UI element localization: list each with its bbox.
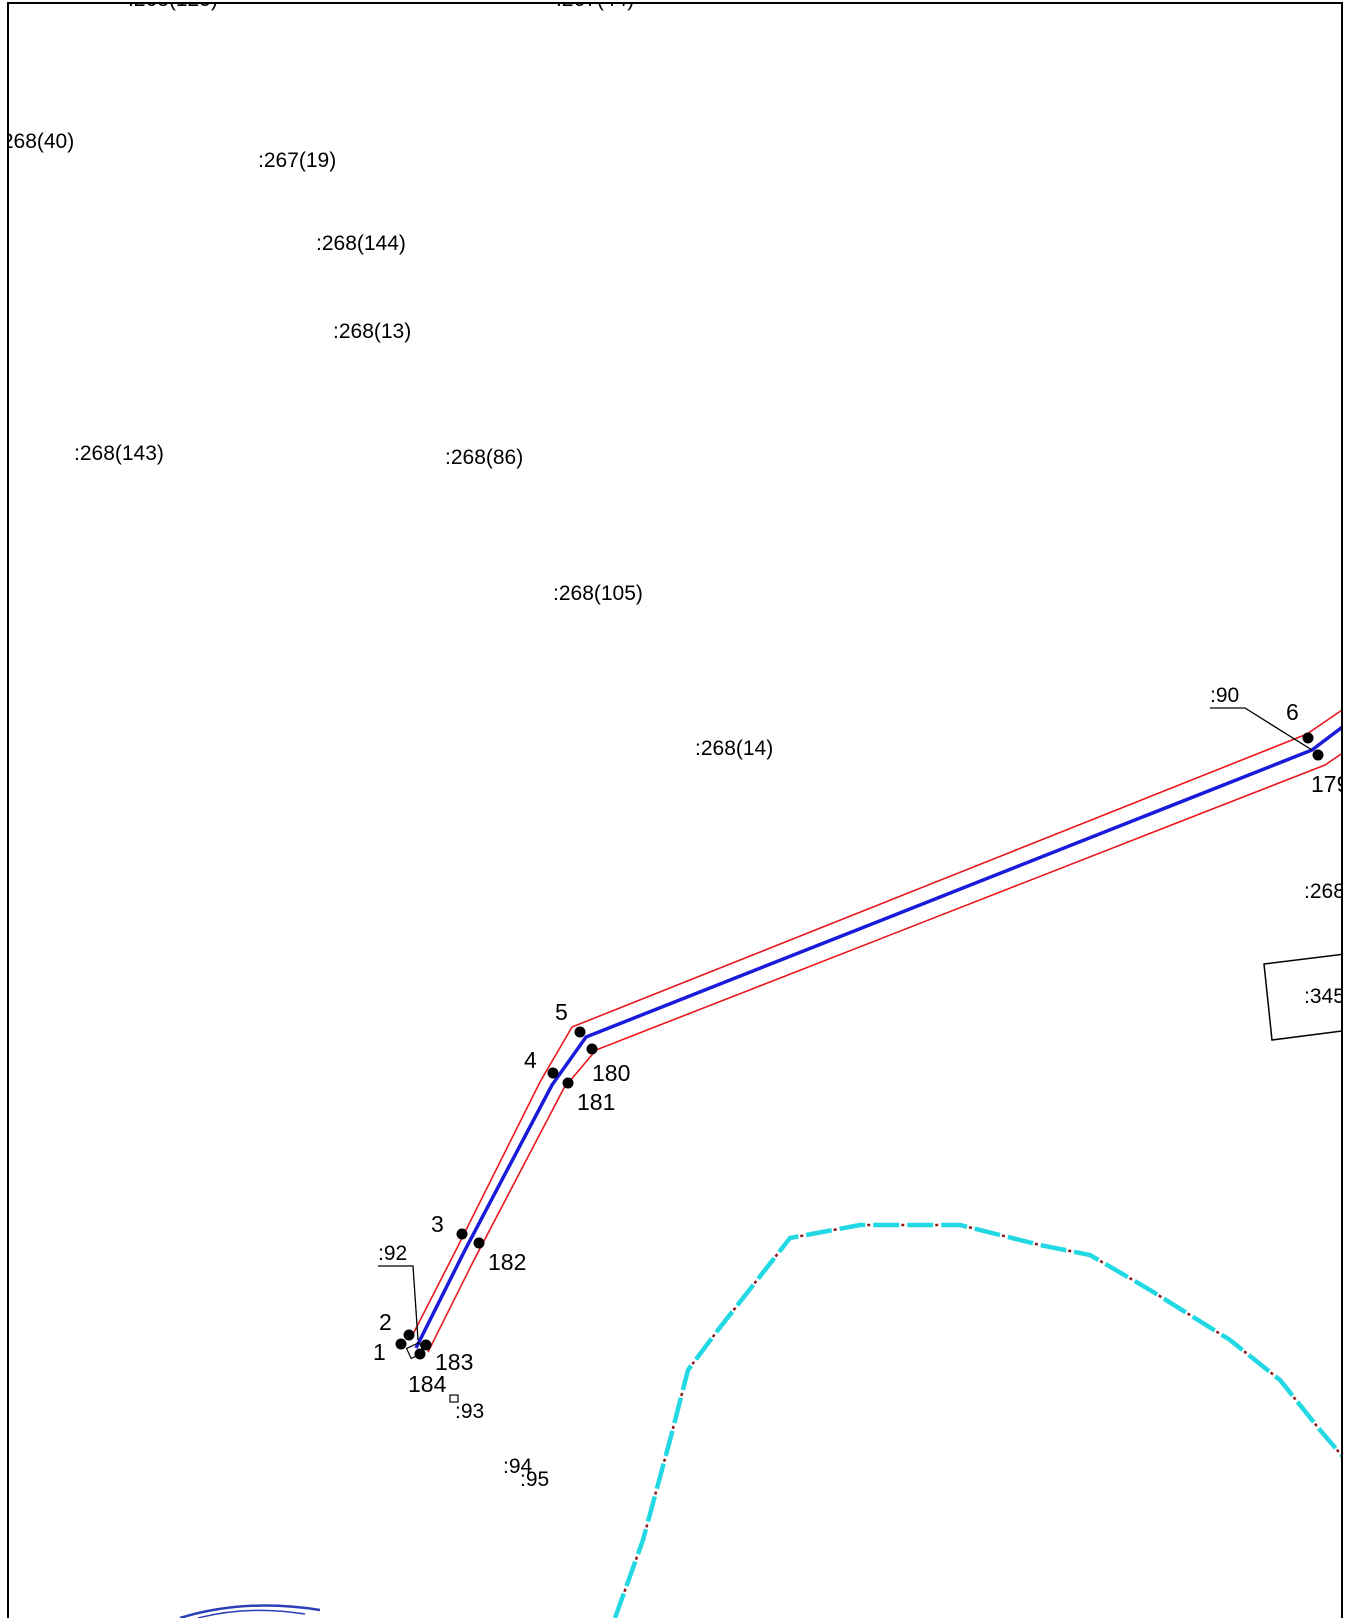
parcel-label: :268(40)	[0, 130, 74, 153]
parcel-label: :90	[1210, 684, 1239, 707]
parcel-label: :268(144)	[316, 232, 406, 255]
point-1[interactable]	[395, 1338, 407, 1350]
parcel-label: :268(143)	[74, 442, 164, 465]
point-184[interactable]	[414, 1348, 426, 1360]
point-label: 6	[1286, 699, 1299, 725]
point-2[interactable]	[403, 1329, 415, 1341]
point-label: 181	[577, 1089, 615, 1115]
point-label: 180	[592, 1060, 630, 1086]
parcel-label: :268(13)	[333, 320, 411, 343]
point-3[interactable]	[456, 1228, 468, 1240]
point-label: 184	[408, 1371, 447, 1397]
point-label: 4	[524, 1047, 537, 1073]
parcel-label: :267(19)	[258, 149, 336, 172]
point-5[interactable]	[574, 1026, 586, 1038]
point-182[interactable]	[473, 1237, 485, 1249]
boundary-line	[612, 1222, 1342, 1618]
point-183[interactable]	[420, 1339, 432, 1351]
map-frame	[7, 2, 1343, 1618]
parcel-label: :92	[378, 1242, 407, 1265]
stamp-seal	[179, 1604, 321, 1618]
point-label: 1	[373, 1339, 386, 1365]
parcel-label: :268(125)	[128, 0, 218, 11]
buffer-line-left	[409, 709, 1342, 1341]
boundary-line-marks	[613, 1223, 1342, 1618]
leader-line-92	[378, 1265, 419, 1341]
point-label: 183	[435, 1349, 473, 1375]
point-label: 5	[555, 999, 568, 1025]
parcel-label: :268(14)	[695, 737, 773, 760]
point-label: 3	[431, 1211, 444, 1237]
buffer-line-right	[427, 752, 1342, 1353]
point-181[interactable]	[562, 1077, 574, 1089]
building-outline	[1263, 953, 1342, 1041]
parcel-label: :93	[455, 1400, 484, 1423]
pipeline-axis	[414, 725, 1342, 1349]
point-label: 2	[379, 1309, 392, 1335]
parcel-label: :268(105)	[553, 582, 643, 605]
leader-line-90	[1210, 707, 1313, 751]
parcel-label: :345	[1304, 985, 1345, 1008]
parcel-label: :95	[520, 1468, 549, 1491]
parcel-label: :267(44)	[556, 0, 634, 11]
point-label: 179	[1311, 771, 1349, 797]
point-180[interactable]	[586, 1043, 598, 1055]
parcel-label: :94	[503, 1455, 533, 1478]
stamp-seal-inner	[197, 1609, 306, 1618]
point-179[interactable]	[1312, 749, 1324, 761]
point-label: 182	[488, 1249, 526, 1275]
point-6[interactable]	[1302, 732, 1314, 744]
point-4[interactable]	[547, 1067, 559, 1079]
marker-square-93	[449, 1394, 459, 1403]
parcel-label: :268	[1304, 880, 1345, 903]
parcel-label: :268(86)	[445, 446, 523, 469]
